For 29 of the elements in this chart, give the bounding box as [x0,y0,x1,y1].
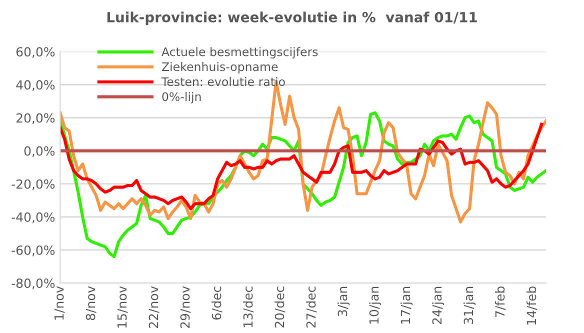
x-tick-label: 10/jan [369,286,382,324]
y-tick-label: 20,0% [16,113,55,124]
y-tick-label: -20,0% [12,179,55,190]
x-tick-label: 29/nov [180,286,191,328]
y-tick-label: 40,0% [16,80,55,91]
x-tick-label: 22/nov [148,286,160,328]
x-tick-label: 15/nov [117,286,128,328]
x-tick-label: 8/nov [86,286,96,320]
x-tick-label: 3/jan [338,286,350,316]
x-tick-label: 31/jan [464,286,476,324]
x-tick-label: 17/jan [400,286,413,324]
legend-label: 0%-lijn [162,92,201,104]
x-tick-label: 27/dec [306,286,317,328]
y-tick-label: -40,0% [12,212,55,224]
chart-title: Luik-provincie: week-evolutie in % vanaf 01/11 [107,12,477,26]
x-tick-label: 13/dec [243,286,254,328]
x-tick-label: 7/feb [495,286,506,317]
x-tick-label: 20/dec [274,286,286,328]
x-tick-label: 14/feb [526,286,538,325]
y-tick-label: -60,0% [12,245,55,256]
x-tick-label: 6/dec [212,286,222,320]
y-tick-label: 0,0% [24,146,55,158]
legend-label: Actuele besmettingscijfers [162,47,318,59]
legend-label: Ziekenhuis-opname [162,62,278,74]
line-series [60,122,544,210]
y-tick-label: 60,0% [16,47,55,58]
x-tick-label: 1/nov [54,286,65,320]
x-tick-label: 24/jan [432,286,444,324]
y-tick-label: -80,0% [12,278,55,290]
